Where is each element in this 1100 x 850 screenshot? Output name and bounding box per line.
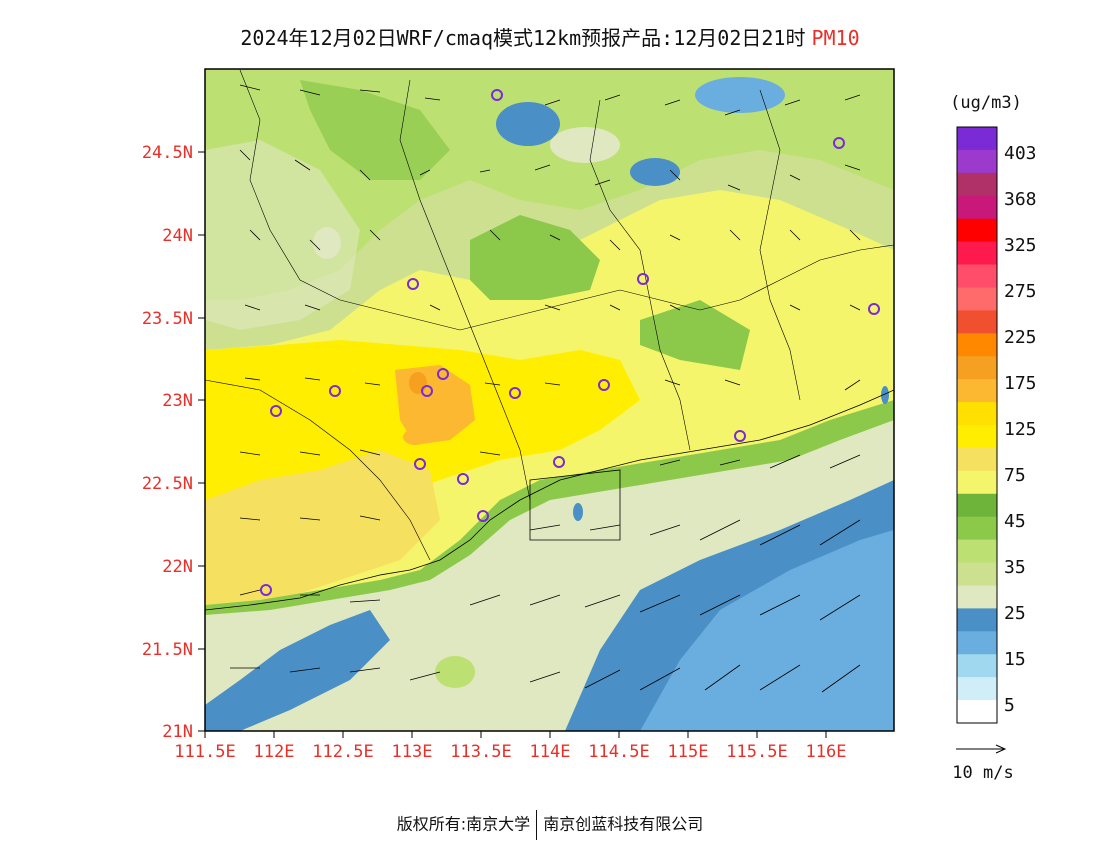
legend-label: 35 [1004,557,1026,578]
footer-left: 版权所有:南京大学 [396,814,531,834]
legend-swatch [957,195,997,220]
legend-label: 5 [1004,695,1015,716]
legend-colorbar [957,127,997,724]
title-variable: PM10 [811,26,860,50]
legend-swatch [957,562,997,586]
wind-scale: 10 m/s [952,744,1014,783]
lon-tick-label: 116E [806,742,847,762]
map-title: 2024年12月02日WRF/cmaq模式12km预报产品:12月02日21时 P… [0,22,1100,51]
legend-label: 403 [1004,143,1037,164]
footer-separator [536,810,538,840]
lat-tick-label: 22N [162,557,193,577]
lon-tick-label: 113E [392,742,433,762]
legend-swatch [957,585,997,609]
legend-swatch [957,425,997,449]
legend-swatch [957,172,997,197]
lon-tick-label: 115.5E [726,742,787,762]
legend-swatch [957,677,997,701]
legend-label: 125 [1004,419,1037,440]
lat-tick-label: 23N [162,391,193,411]
legend-swatch [957,287,997,311]
lat-tick-label: 21.5N [142,640,193,660]
legend-swatch [957,447,997,472]
legend-swatch [957,402,997,426]
legend-swatch [957,218,997,243]
lon-tick-label: 114.5E [588,742,649,762]
lon-axis: 111.5E 112E 112.5E 113E 113.5E 114E 114.… [174,731,846,762]
legend-swatch [957,493,997,518]
legend-swatch [957,516,997,541]
lat-tick-label: 24N [162,226,193,246]
legend-swatch [957,127,997,151]
legend-swatch [957,333,997,357]
lat-tick-label: 21N [162,722,193,742]
legend-swatch [957,700,997,724]
wind-scale-label: 10 m/s [952,763,1013,783]
legend-unit: (ug/m3) [950,93,1022,113]
legend-label: 225 [1004,327,1037,348]
legend-swatch [957,654,997,678]
lat-axis: 21N 21.5N 22N 22.5N 23N 23.5N 24N 24.5N [142,143,205,742]
legend-swatch [957,608,997,632]
lat-tick-label: 23.5N [142,309,193,329]
title-main: 2024年12月02日WRF/cmaq模式12km预报产品:12月02日21时 [240,26,806,50]
legend-swatch [957,470,997,495]
legend-label: 15 [1004,649,1026,670]
legend-swatch [957,539,997,564]
legend-swatch [957,310,997,334]
lon-tick-label: 114E [530,742,571,762]
legend-frame [956,126,998,724]
lat-tick-label: 22.5N [142,474,193,494]
legend-swatch [957,631,997,655]
lon-tick-label: 113.5E [450,742,511,762]
legend-label: 175 [1004,373,1037,394]
lon-tick-label: 111.5E [174,742,235,762]
lon-tick-label: 112E [254,742,295,762]
legend-swatch [957,379,997,403]
legend-label: 45 [1004,511,1026,532]
legend-label: 275 [1004,281,1037,302]
legend-label: 325 [1004,235,1037,256]
legend-labels: 403 368 325 275 225 175 125 75 45 35 25 … [1004,143,1037,716]
lon-tick-label: 112.5E [312,742,373,762]
lat-tick-label: 24.5N [142,143,193,163]
legend-swatch [957,241,997,266]
city-markers [260,89,880,596]
lon-tick-label: 115E [668,742,709,762]
legend-label: 368 [1004,189,1037,210]
legend-swatch [957,356,997,380]
legend-label: 25 [1004,603,1026,624]
legend-label: 75 [1004,465,1026,486]
pm10-field [205,69,894,731]
footer-right: 南京创蓝科技有限公司 [543,814,704,834]
wind-vectors [230,84,861,693]
legend-swatch [957,264,997,288]
copyright-footer: 版权所有:南京大学 南京创蓝科技有限公司 [0,810,1100,840]
legend-swatch [957,149,997,174]
